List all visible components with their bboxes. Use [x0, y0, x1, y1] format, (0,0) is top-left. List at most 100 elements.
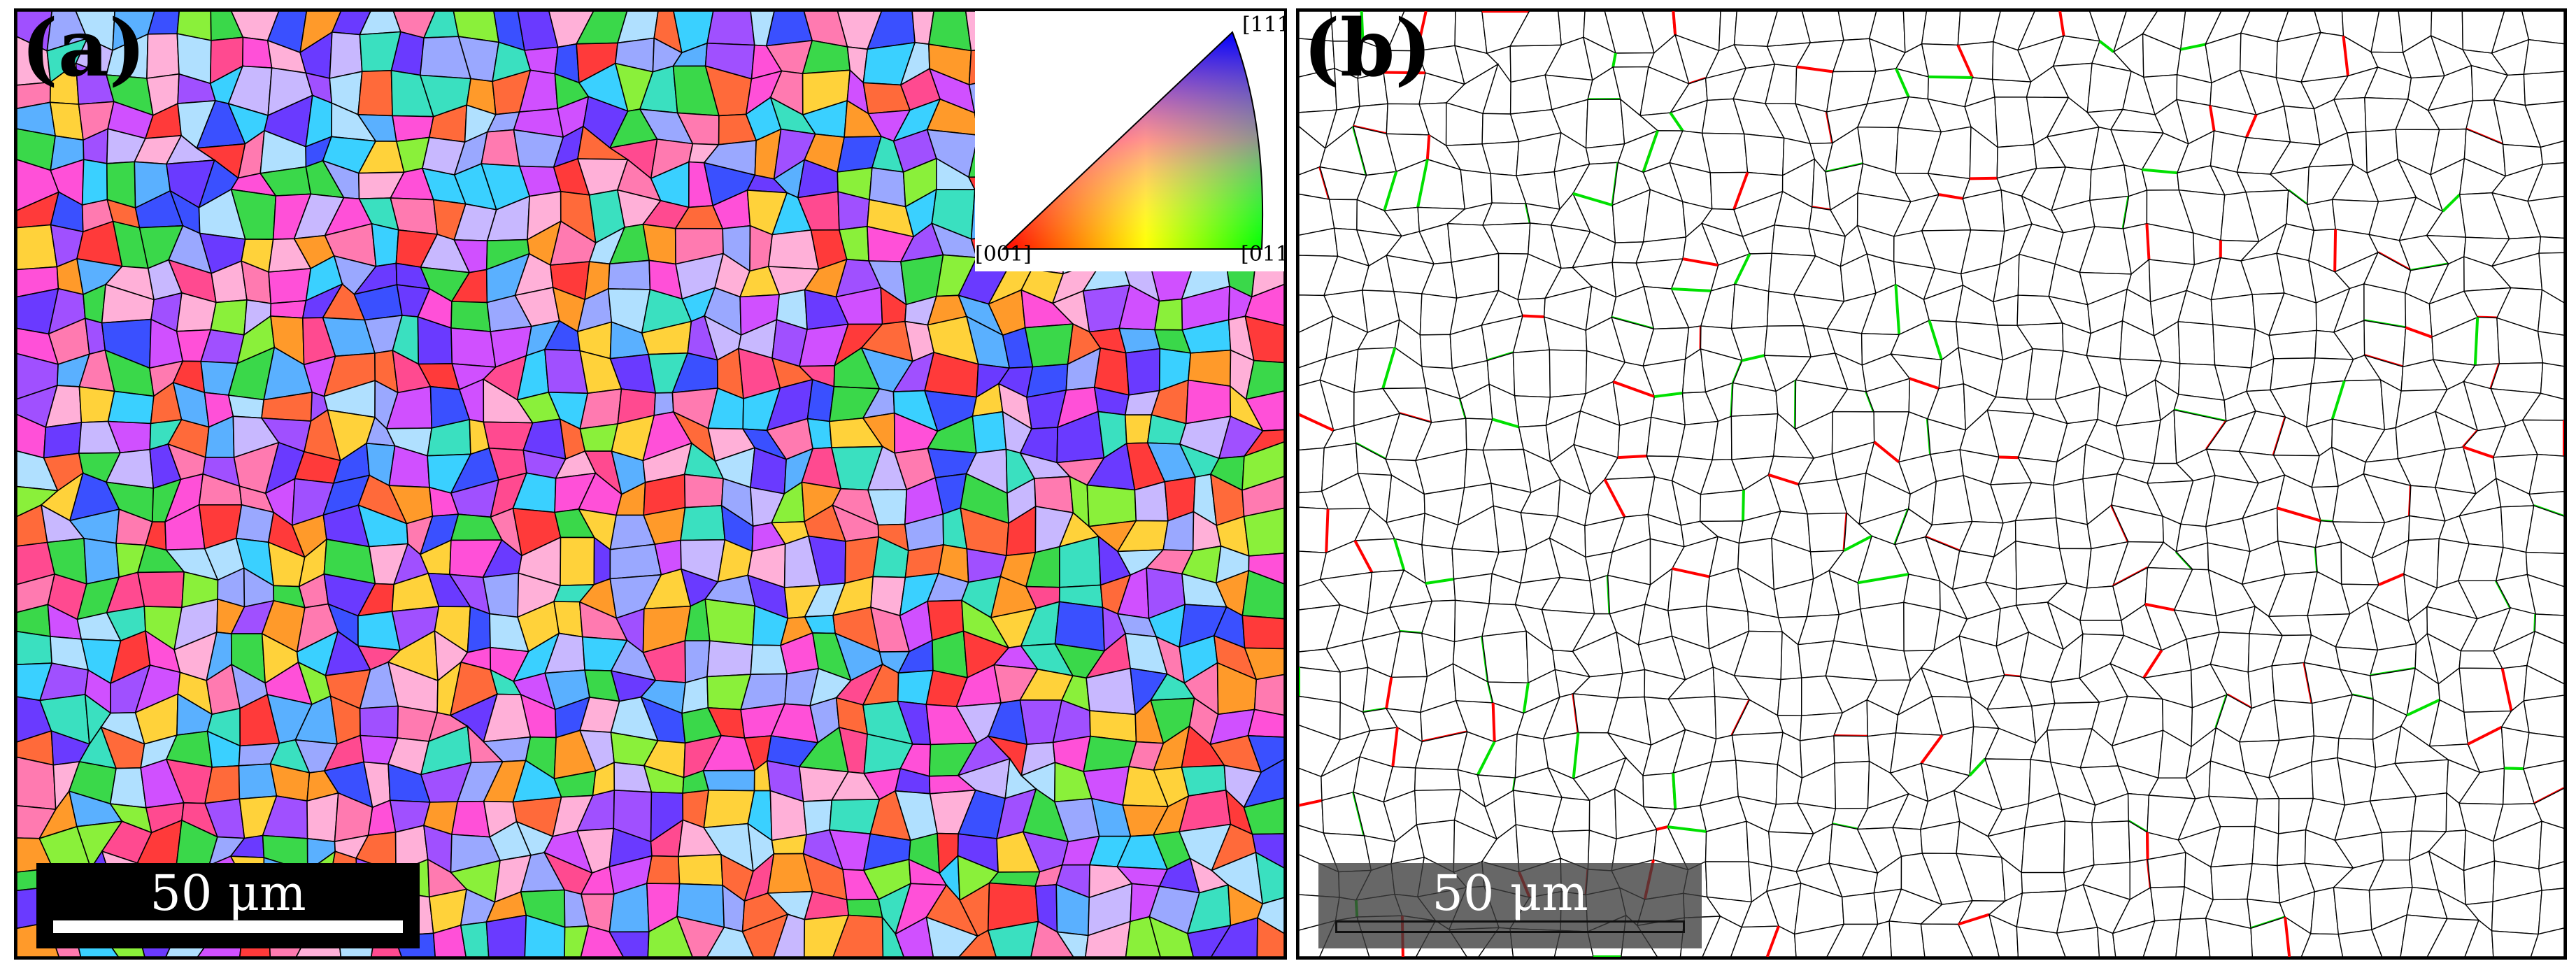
scale-bar-label-a: 50 μm	[150, 864, 306, 922]
grain	[2490, 362, 2544, 394]
grain	[706, 926, 754, 957]
grain	[2530, 927, 2564, 957]
grain	[832, 914, 884, 957]
grain	[2537, 289, 2564, 336]
grain	[609, 543, 662, 580]
special-boundary-red	[2405, 326, 2433, 339]
special-boundary-red	[2208, 105, 2216, 131]
grain	[2250, 916, 2290, 957]
grain	[1154, 298, 1183, 331]
grain	[1241, 615, 1284, 650]
special-boundary-red	[1656, 825, 1668, 831]
grain	[680, 504, 726, 541]
grain	[1243, 507, 1284, 557]
grain	[2089, 164, 2130, 201]
special-boundary-green	[1968, 757, 1986, 777]
special-boundary-red	[1920, 734, 1944, 764]
special-boundary-red	[2058, 11, 2065, 36]
grain	[146, 33, 180, 79]
grain	[1244, 283, 1284, 327]
grain	[2112, 920, 2156, 957]
grain	[270, 299, 307, 319]
grain	[2337, 929, 2383, 957]
grain	[1860, 602, 1905, 652]
grain	[1024, 323, 1074, 368]
grain	[1514, 395, 1551, 428]
grain	[1253, 674, 1284, 716]
special-boundary-green	[1857, 572, 1909, 585]
grain	[107, 390, 155, 425]
grain	[1210, 917, 1258, 957]
special-boundary-red	[1765, 925, 1780, 957]
special-boundary-green	[1669, 112, 1684, 132]
special-boundary-green	[1642, 130, 1659, 173]
grain	[972, 411, 1007, 454]
special-boundary-red	[2378, 573, 2405, 586]
grain	[1517, 297, 1546, 318]
grain	[2056, 927, 2100, 957]
grain	[2046, 702, 2100, 731]
grain	[1642, 772, 1677, 810]
grain	[2063, 820, 2095, 874]
grain	[895, 916, 934, 957]
legend-label-001: [001]	[975, 242, 1032, 266]
grain	[1730, 925, 1780, 957]
special-boundary-red	[1612, 380, 1656, 398]
special-boundary-red	[2146, 832, 2149, 860]
special-boundary-green	[2406, 698, 2440, 717]
special-boundary-red	[1796, 65, 1834, 73]
special-boundary-red	[2342, 36, 2349, 76]
special-boundary-green	[1416, 159, 1429, 208]
grain	[1299, 447, 1325, 494]
scale-bar-line-a	[53, 920, 403, 933]
grain	[1861, 920, 1893, 957]
special-boundary-red	[1617, 455, 1647, 460]
special-boundary-red	[1416, 11, 1428, 52]
grain	[904, 543, 944, 578]
special-boundary-red	[2142, 649, 2163, 679]
grain	[608, 931, 650, 957]
ipf-triangle-outline	[1001, 31, 1264, 250]
special-boundary-red	[1970, 176, 1998, 180]
grain	[1612, 52, 1656, 68]
scale-bar-label-b: 50 μm	[1432, 864, 1588, 922]
special-boundary-green	[1572, 732, 1580, 779]
special-boundary-green	[1733, 253, 1751, 285]
grain	[881, 916, 905, 957]
grain	[1054, 601, 1105, 652]
special-boundary-green	[1894, 284, 1901, 335]
grain	[1763, 325, 1812, 357]
grain	[2210, 294, 2256, 330]
grain	[329, 31, 363, 79]
special-boundary-green	[1492, 418, 1520, 429]
grain	[1328, 199, 1358, 231]
grain	[2251, 825, 2279, 867]
grain	[371, 222, 399, 267]
grain	[1460, 169, 1493, 210]
grain	[1245, 390, 1284, 432]
special-boundary-red	[1909, 377, 1940, 390]
special-boundary-red	[2463, 446, 2494, 459]
grain	[1481, 630, 1529, 684]
ipf-color-key: [111] [001] [011]	[975, 11, 1284, 271]
grain	[1705, 861, 1752, 903]
special-boundary-green	[1667, 825, 1707, 833]
grain	[1247, 734, 1284, 774]
special-boundary-green	[2504, 767, 2524, 771]
special-boundary-green	[1381, 347, 1397, 390]
grain	[1242, 429, 1284, 457]
special-boundary-green	[2098, 40, 2115, 53]
special-boundary-red	[2276, 506, 2321, 522]
grain	[1244, 647, 1284, 681]
grain	[43, 422, 83, 459]
grain	[1453, 573, 1493, 604]
grain	[485, 914, 527, 957]
ipf-map-panel: [111] [001] [011] (a) 50 μm	[14, 8, 1287, 960]
panel-label-b: (b)	[1303, 8, 1432, 94]
special-boundary-green	[1928, 320, 1943, 361]
legend-label-111: [111]	[1242, 13, 1284, 37]
grain	[553, 601, 583, 638]
grain	[1245, 360, 1284, 400]
grain	[683, 474, 724, 508]
grain	[647, 916, 693, 957]
